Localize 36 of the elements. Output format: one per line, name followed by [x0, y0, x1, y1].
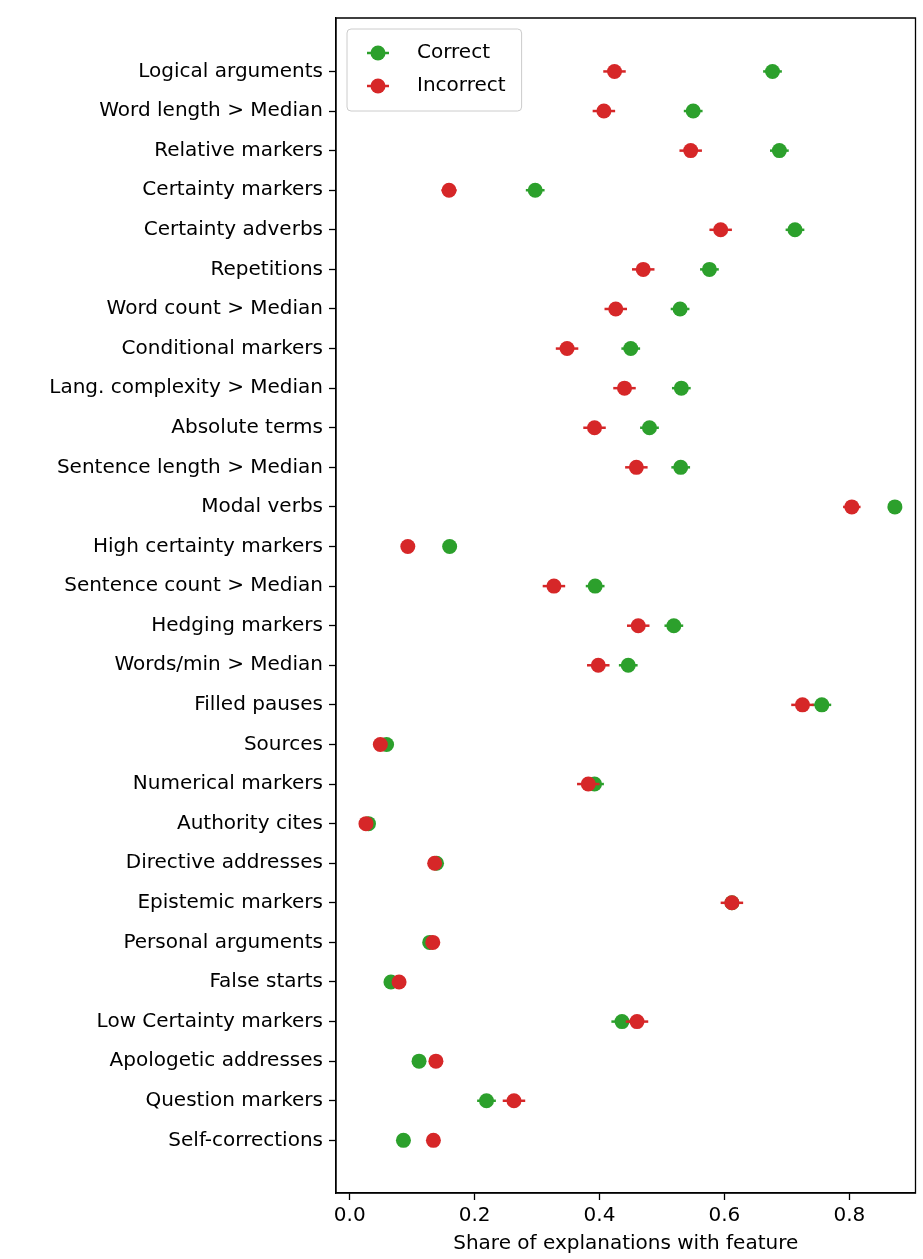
legend-label: Incorrect	[417, 72, 506, 97]
y-tick-label: Logical arguments	[138, 57, 323, 82]
y-tick-label: Self-corrections	[168, 1126, 323, 1151]
legend-label: Correct	[417, 39, 491, 64]
y-tick-label: Certainty adverbs	[143, 216, 323, 240]
y-tick-label: Lang. complexity > Median	[49, 374, 323, 399]
y-tick-label: Epistemic markers	[137, 889, 323, 914]
y-tick-label: Absolute terms	[171, 413, 323, 438]
y-tick-label: Relative markers	[154, 136, 323, 161]
x-tick-label: 0.0	[333, 1202, 366, 1227]
y-tick-label: Directive addresses	[125, 849, 323, 874]
x-tick-label: 0.8	[833, 1202, 866, 1227]
y-tick-label: Question markers	[145, 1086, 323, 1111]
y-tick-label: Word count > Median	[106, 295, 323, 320]
y-tick-label: Sources	[243, 730, 323, 755]
y-tick-label: False starts	[209, 968, 323, 993]
y-tick-label: Repetitions	[210, 255, 323, 280]
y-tick-label: Modal verbs	[201, 493, 323, 518]
y-tick-label: Words/min > Median	[114, 651, 323, 676]
x-tick-label: 0.6	[708, 1202, 741, 1227]
y-tick-label: Numerical markers	[132, 770, 323, 795]
y-tick-label: High certainty markers	[93, 532, 323, 557]
y-tick-label: Sentence length > Median	[56, 453, 323, 478]
y-tick-label: Personal arguments	[123, 928, 323, 953]
y-tick-label: Authority cites	[176, 809, 323, 834]
y-tick-label: Apologetic addresses	[109, 1047, 323, 1072]
y-tick-label: Conditional markers	[121, 334, 323, 359]
y-tick-label: Low Certainty markers	[96, 1007, 323, 1032]
x-tick-label: 0.2	[458, 1202, 491, 1227]
y-tick-label: Filled pauses	[194, 691, 323, 716]
y-tick-label: Word length > Median	[99, 97, 323, 122]
y-tick-label: Hedging markers	[151, 611, 323, 636]
x-tick-label: 0.4	[583, 1202, 616, 1227]
y-tick-label: Certainty markers	[142, 176, 323, 201]
y-tick-label: Sentence count > Median	[64, 572, 323, 597]
x-axis-title: Share of explanations with feature	[453, 1230, 799, 1255]
